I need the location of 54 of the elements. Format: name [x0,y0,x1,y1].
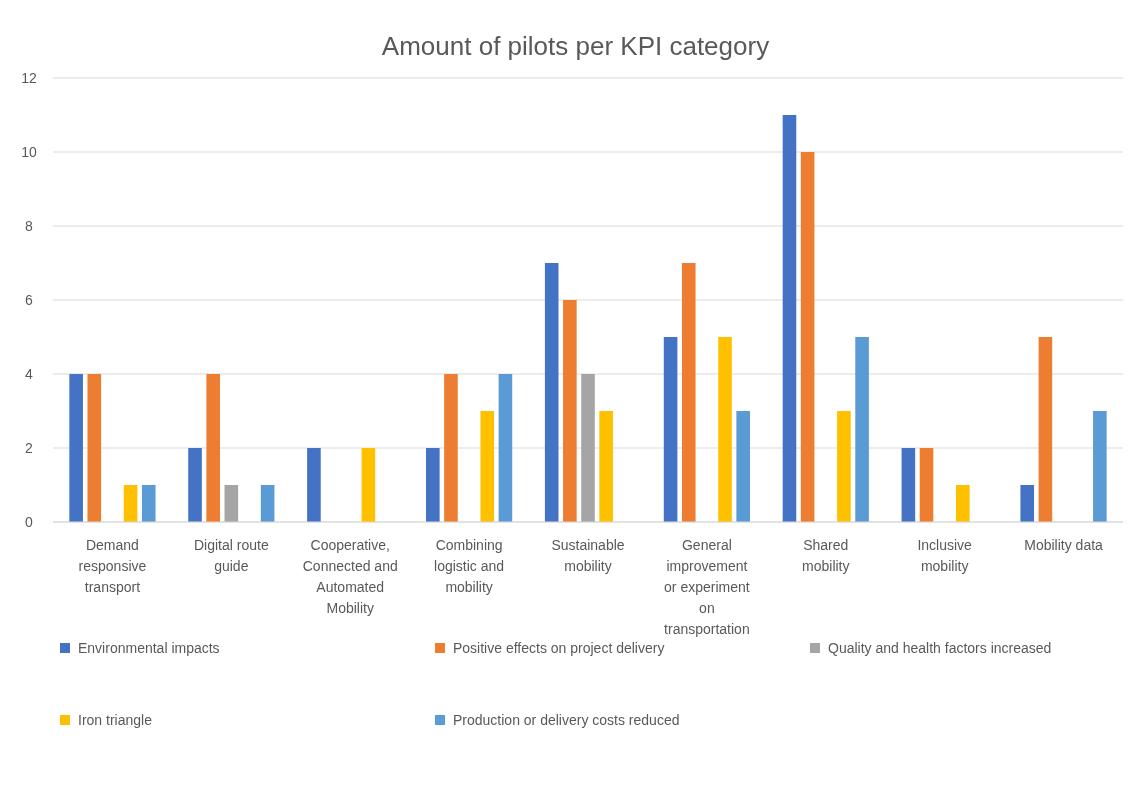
bar [123,485,138,522]
bar [663,337,678,522]
bar [444,374,458,522]
bar [361,448,376,522]
y-tick-label: 8 [25,218,34,234]
legend-label: Environmental impacts [78,640,220,656]
bar [800,152,815,522]
bar [69,374,83,522]
x-tick-label: Combining logistic and mobility [434,537,505,595]
legend-label: Iron triangle [78,712,153,728]
x-tick-label: Digital route guide [193,537,269,574]
bar [498,374,513,522]
bar [736,411,750,522]
x-tick-label: Sustainable mobility [551,537,625,574]
bar [480,411,495,522]
x-tick-label: Demand responsive transport [78,537,147,595]
x-tick-label: Cooperative, Connected and Automated Mobility [302,537,398,616]
bar [782,115,797,522]
legend-label: Quality and health factors increased [828,640,1052,656]
bar [426,448,440,522]
y-tick-label: 12 [21,70,37,86]
y-tick-label: 6 [25,292,34,308]
x-tick-label: Mobility data [1024,537,1104,553]
x-tick-label: Inclusive mobility [917,537,973,574]
bar [1020,485,1035,522]
bar [1038,337,1053,522]
bar [919,448,934,522]
chart-title: Amount of pilots per KPI category [381,31,770,61]
bar [141,485,156,522]
bar [307,448,321,522]
x-tick-label: Shared mobility [802,537,850,574]
bar [563,300,577,522]
bar [260,485,275,522]
bar [87,374,102,522]
y-tick-label: 0 [25,514,34,530]
bar [681,263,696,522]
bar [581,374,595,522]
bar [837,411,851,522]
bar [956,485,970,522]
bar [718,337,732,522]
bar [224,485,239,522]
bar [901,448,916,522]
bar [599,411,613,522]
y-tick-label: 4 [25,366,34,382]
bar [544,263,559,522]
y-tick-label: 2 [25,440,34,456]
bar [855,337,869,522]
bar [206,374,220,522]
x-tick-label: General improvement or experiment on transportation [664,537,750,637]
legend-label: Production or delivery costs reduced [453,712,680,728]
bar [1093,411,1107,522]
bar [188,448,202,522]
legend-label: Positive effects on project delivery [453,640,665,656]
y-tick-label: 10 [21,144,37,160]
